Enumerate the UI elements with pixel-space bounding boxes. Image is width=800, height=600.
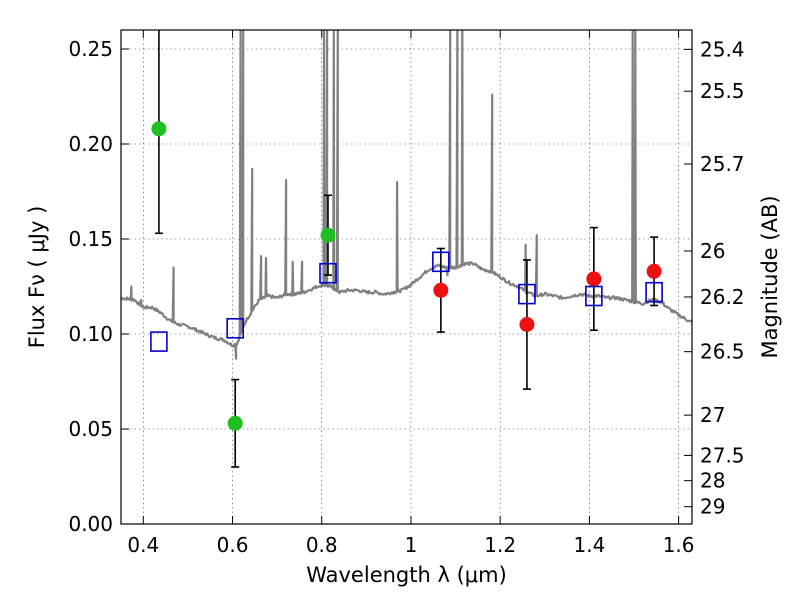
y-tick-label: 0.20 [68,132,113,156]
red-data-point [433,282,449,298]
ticks: 0.4 0.6 0.8 1 1.2 1.4 1.6 0.00 0.05 0.10 0.15 0.20 0… [68,30,745,557]
red-data-point [586,271,602,287]
model-photometry-square [585,285,603,307]
red-data-point [519,317,535,332]
y-tick-label: 0.15 [68,227,113,251]
magnitude-tick-label: 29 [700,495,725,519]
y-tick-label: 0.05 [68,417,113,441]
x-tick-label: 0.6 [217,533,249,557]
x-tick-label: 1.2 [484,533,516,557]
model-photometry-square [150,331,168,352]
y-tick-label: 0.00 [68,512,113,536]
green-data-point [227,415,243,431]
model-spectrum-line [121,30,692,360]
x-tick-label: 1.4 [573,533,605,557]
model-photometry-square [432,251,450,273]
magnitude-tick-label: 26.5 [700,340,745,364]
green-data-point [151,121,167,137]
grid [121,30,692,525]
magnitude-tick-label: 26.2 [700,285,745,309]
magnitude-tick-label: 26 [700,239,725,263]
x-tick-label: 1 [405,533,418,557]
data-points [150,30,663,468]
model-photometry-square [319,262,337,284]
x-tick-label: 1.6 [663,533,695,557]
magnitude-tick-label: 27.5 [700,443,745,467]
y-tick-label: 0.10 [68,322,113,346]
red-data-point [646,263,662,279]
magnitude-tick-label: 28 [700,469,725,493]
x-tick-label: 0.8 [306,533,338,557]
model-photometry-square [518,283,536,305]
y-tick-label: 0.25 [68,37,113,61]
magnitude-tick-label: 25.4 [700,37,745,61]
y-axis-label: Flux Fν ( μJy ) [25,206,49,349]
axes-frame [120,29,693,525]
magnitude-tick-label: 25.7 [700,152,745,176]
magnitude-axis-label: Magnitude (AB) [758,195,782,358]
plot-area [121,30,692,360]
x-tick-label: 0.4 [127,533,159,557]
magnitude-tick-label: 27 [700,403,725,427]
model-photometry-square [645,281,663,303]
magnitude-tick-label: 25.5 [700,79,745,103]
model-photometry-square [226,317,244,339]
green-data-point [320,227,336,243]
x-axis-label: Wavelength λ (μm) [306,563,507,587]
